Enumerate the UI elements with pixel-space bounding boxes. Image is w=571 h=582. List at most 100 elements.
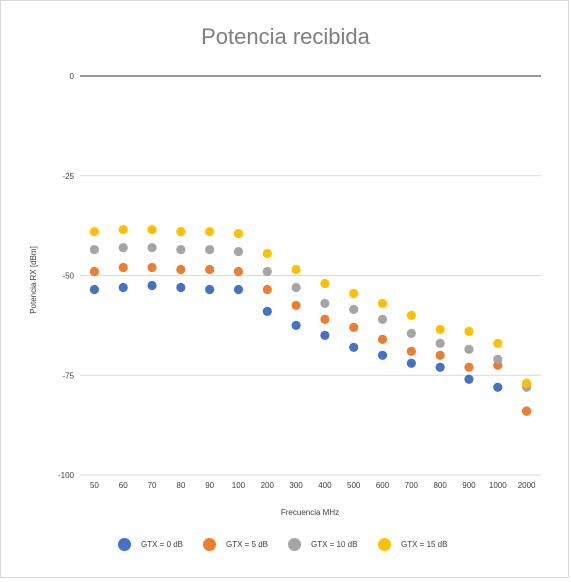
data-point (493, 354, 503, 364)
x-tick-label: 50 (90, 481, 99, 490)
y-tick-label: -50 (62, 272, 74, 281)
data-point (377, 334, 388, 344)
y-tick-label: -100 (58, 471, 75, 480)
legend-swatch (203, 537, 216, 551)
x-tick-label: 60 (119, 481, 128, 490)
data-point (320, 298, 330, 309)
x-tick-label: 100 (232, 481, 246, 490)
data-point (521, 406, 532, 416)
data-point (464, 326, 474, 336)
chart-title: Potencia recibida (201, 24, 370, 49)
data-point (89, 227, 100, 237)
x-tick-label: 900 (462, 481, 476, 490)
data-point (147, 225, 157, 235)
y-tick-label: -75 (62, 371, 74, 380)
data-point (349, 288, 359, 299)
data-point (349, 342, 359, 352)
legend-item: GTX = 10 dB (288, 535, 357, 553)
legend-label: GTX = 5 dB (226, 539, 269, 549)
data-point (493, 338, 503, 348)
data-point (233, 246, 244, 257)
data-point (118, 242, 128, 253)
data-point (147, 280, 157, 291)
data-point (233, 266, 244, 277)
data-point (118, 225, 128, 235)
data-point (291, 300, 301, 311)
data-point (377, 314, 388, 324)
legend-label: GTX = 10 dB (311, 539, 358, 549)
x-tick-label: 2000 (518, 481, 536, 490)
data-point (406, 346, 416, 356)
gridlines (80, 75, 541, 476)
y-tick-label: -25 (62, 172, 74, 181)
x-tick-label: 80 (176, 481, 185, 490)
data-point (464, 344, 474, 354)
data-point (377, 350, 388, 360)
x-tick-label: 300 (289, 481, 303, 490)
data-point (349, 304, 359, 315)
data-point (349, 322, 359, 332)
y-tick-label: 0 (70, 72, 75, 81)
data-point (377, 298, 388, 309)
series-group (89, 262, 532, 416)
data-point (406, 328, 416, 338)
x-tick-label: 800 (433, 481, 447, 490)
legend-item: GTX = 15 dB (378, 535, 447, 553)
series-group (89, 225, 532, 388)
legend: GTX = 0 dB GTX = 5 dB GTX = 10 dB GTX = 15 … (0, 535, 571, 553)
data-point (291, 282, 301, 293)
data-point (205, 284, 215, 295)
legend-label: GTX = 0 dB (141, 539, 184, 549)
data-point (262, 306, 272, 317)
x-tick-label: 1000 (489, 481, 507, 490)
legend-label: GTX = 15 dB (401, 539, 448, 549)
legend-item: GTX = 5 dB (203, 535, 268, 553)
data-point (291, 320, 301, 330)
data-points (89, 225, 532, 416)
data-point (176, 227, 186, 237)
data-point (320, 278, 330, 289)
y-axis-title: Potencia RX [dBm] (29, 246, 38, 314)
x-tick-labels: 50 60 70 80 90 100 200 300 400 500 600 700 800 900 100… (90, 481, 536, 490)
y-tick-labels: 0 -25 -50 -75 -100 (58, 72, 75, 480)
data-point (118, 262, 128, 273)
data-point (435, 338, 445, 348)
data-point (176, 282, 186, 293)
data-point (89, 266, 100, 277)
data-point (464, 374, 474, 384)
data-point (262, 266, 272, 277)
legend-swatch (378, 537, 391, 551)
data-point (205, 264, 215, 275)
legend-item: GTX = 0 dB (118, 535, 183, 553)
x-tick-label: 400 (318, 481, 332, 490)
data-point (233, 284, 244, 295)
legend-swatch (288, 537, 301, 551)
data-point (262, 284, 272, 295)
legend-swatch (118, 537, 131, 551)
data-point (262, 248, 272, 259)
x-axis-title: Frecuencia MHz (281, 508, 339, 517)
data-point (320, 330, 330, 340)
data-point (464, 362, 474, 372)
series-group (89, 242, 532, 392)
data-point (89, 244, 100, 255)
x-tick-label: 600 (376, 481, 390, 490)
x-tick-label: 500 (347, 481, 361, 490)
data-point (176, 244, 186, 255)
data-point (205, 227, 215, 237)
data-point (89, 284, 100, 295)
x-tick-label: 70 (148, 481, 157, 490)
data-point (118, 282, 128, 293)
data-point (205, 244, 215, 255)
data-point (320, 314, 330, 324)
data-point (147, 242, 157, 253)
data-point (435, 324, 445, 334)
x-tick-label: 200 (261, 481, 275, 490)
data-point (291, 264, 301, 275)
x-tick-label: 90 (205, 481, 214, 490)
data-point (435, 362, 445, 372)
data-point (493, 382, 503, 392)
data-point (406, 310, 416, 320)
data-point (176, 264, 186, 275)
